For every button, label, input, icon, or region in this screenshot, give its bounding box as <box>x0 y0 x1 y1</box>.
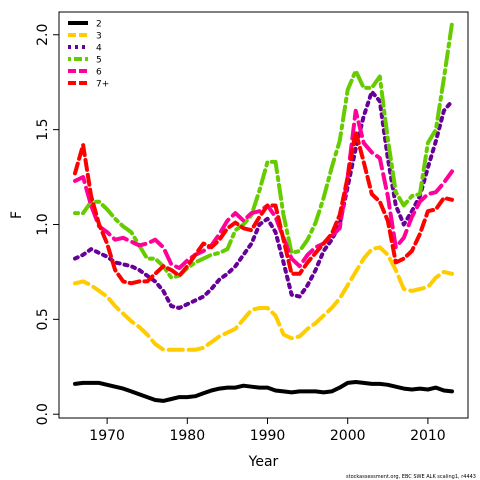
series-layer <box>73 21 454 403</box>
x-axis: 1970 1980 1990 2000 2010 <box>89 418 446 444</box>
plot-frame <box>58 11 469 419</box>
legend-label: 4 <box>96 44 102 54</box>
series-line-2 <box>73 245 454 352</box>
legend-label: 2 <box>96 20 102 30</box>
y-tick-label: 0.5 <box>35 308 51 330</box>
y-tick-label: 1.5 <box>35 118 51 140</box>
legend-label: 5 <box>96 56 102 66</box>
x-tick-label: 1980 <box>169 428 205 444</box>
x-axis-title: Year <box>248 454 279 470</box>
y-tick-label: 2.0 <box>35 24 51 46</box>
series-line-6 <box>73 129 454 286</box>
series-line-1 <box>73 380 454 403</box>
x-tick-label: 1990 <box>250 428 286 444</box>
legend-label: 3 <box>96 32 102 42</box>
legend-label: 7+ <box>96 80 109 90</box>
x-tick-label: 2000 <box>330 428 366 444</box>
legend-label: 6 <box>96 68 102 78</box>
y-axis: 0.0 0.5 1.0 1.5 2.0 <box>35 24 59 425</box>
y-tick-label: 0.0 <box>35 403 51 425</box>
x-tick-label: 2010 <box>410 428 446 444</box>
series-line-3 <box>73 89 454 310</box>
x-tick-label: 1970 <box>89 428 125 444</box>
y-axis-title: F <box>9 211 25 219</box>
y-tick-label: 1.0 <box>35 213 51 235</box>
footer-credit: stockassessment.org, EBC SWE ALK scaling… <box>346 474 476 480</box>
legend: 2 3 4 5 6 7+ <box>68 20 109 90</box>
